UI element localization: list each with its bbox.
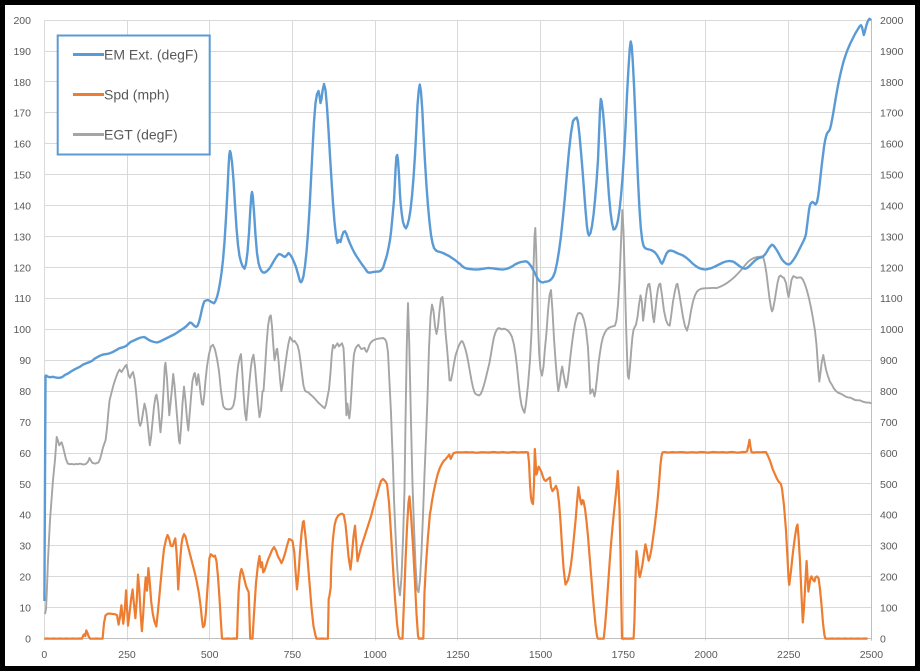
svg-text:30: 30 — [19, 541, 31, 553]
svg-text:120: 120 — [13, 262, 31, 274]
svg-text:110: 110 — [14, 293, 31, 305]
svg-text:200: 200 — [880, 572, 898, 584]
svg-text:0: 0 — [41, 649, 47, 661]
svg-text:1750: 1750 — [612, 649, 636, 661]
svg-text:2000: 2000 — [880, 15, 904, 27]
svg-text:50: 50 — [19, 479, 31, 491]
svg-text:Spd (mph): Spd (mph) — [104, 87, 169, 103]
svg-text:EM Ext. (degF): EM Ext. (degF) — [104, 47, 198, 63]
svg-text:1300: 1300 — [880, 231, 904, 243]
svg-text:90: 90 — [19, 355, 31, 367]
svg-text:1700: 1700 — [880, 108, 904, 120]
svg-text:0: 0 — [25, 633, 31, 645]
svg-text:1500: 1500 — [880, 170, 904, 182]
svg-text:180: 180 — [13, 77, 31, 89]
svg-text:500: 500 — [880, 479, 898, 491]
svg-text:1200: 1200 — [880, 262, 904, 274]
svg-text:10: 10 — [19, 603, 31, 615]
svg-text:100: 100 — [880, 603, 898, 615]
svg-text:800: 800 — [880, 386, 898, 398]
svg-text:40: 40 — [19, 510, 31, 522]
svg-text:1250: 1250 — [446, 649, 470, 661]
svg-text:1400: 1400 — [880, 201, 904, 213]
svg-text:1500: 1500 — [529, 649, 553, 661]
svg-text:70: 70 — [19, 417, 31, 429]
svg-text:130: 130 — [13, 231, 31, 243]
svg-text:190: 190 — [13, 46, 31, 58]
svg-text:150: 150 — [13, 170, 31, 182]
svg-text:60: 60 — [19, 448, 31, 460]
svg-text:200: 200 — [13, 15, 31, 27]
svg-text:1000: 1000 — [880, 324, 904, 336]
svg-text:300: 300 — [880, 541, 898, 553]
svg-text:500: 500 — [201, 649, 219, 661]
svg-text:170: 170 — [13, 108, 31, 120]
svg-text:160: 160 — [13, 139, 31, 151]
svg-text:1600: 1600 — [880, 139, 904, 151]
svg-text:250: 250 — [118, 649, 136, 661]
svg-text:1800: 1800 — [880, 77, 904, 89]
svg-text:2250: 2250 — [777, 649, 801, 661]
svg-text:1900: 1900 — [880, 46, 904, 58]
svg-text:1000: 1000 — [363, 649, 387, 661]
svg-text:1100: 1100 — [880, 293, 903, 305]
svg-text:2500: 2500 — [860, 649, 884, 661]
svg-text:EGT (degF): EGT (degF) — [104, 127, 178, 143]
svg-text:80: 80 — [19, 386, 31, 398]
svg-text:0: 0 — [880, 633, 886, 645]
svg-text:20: 20 — [19, 572, 31, 584]
svg-text:100: 100 — [13, 324, 31, 336]
svg-text:700: 700 — [880, 417, 898, 429]
svg-text:400: 400 — [880, 510, 898, 522]
svg-text:140: 140 — [13, 201, 31, 213]
svg-text:900: 900 — [880, 355, 898, 367]
svg-text:2000: 2000 — [694, 649, 718, 661]
svg-text:750: 750 — [284, 649, 302, 661]
svg-text:600: 600 — [880, 448, 898, 460]
